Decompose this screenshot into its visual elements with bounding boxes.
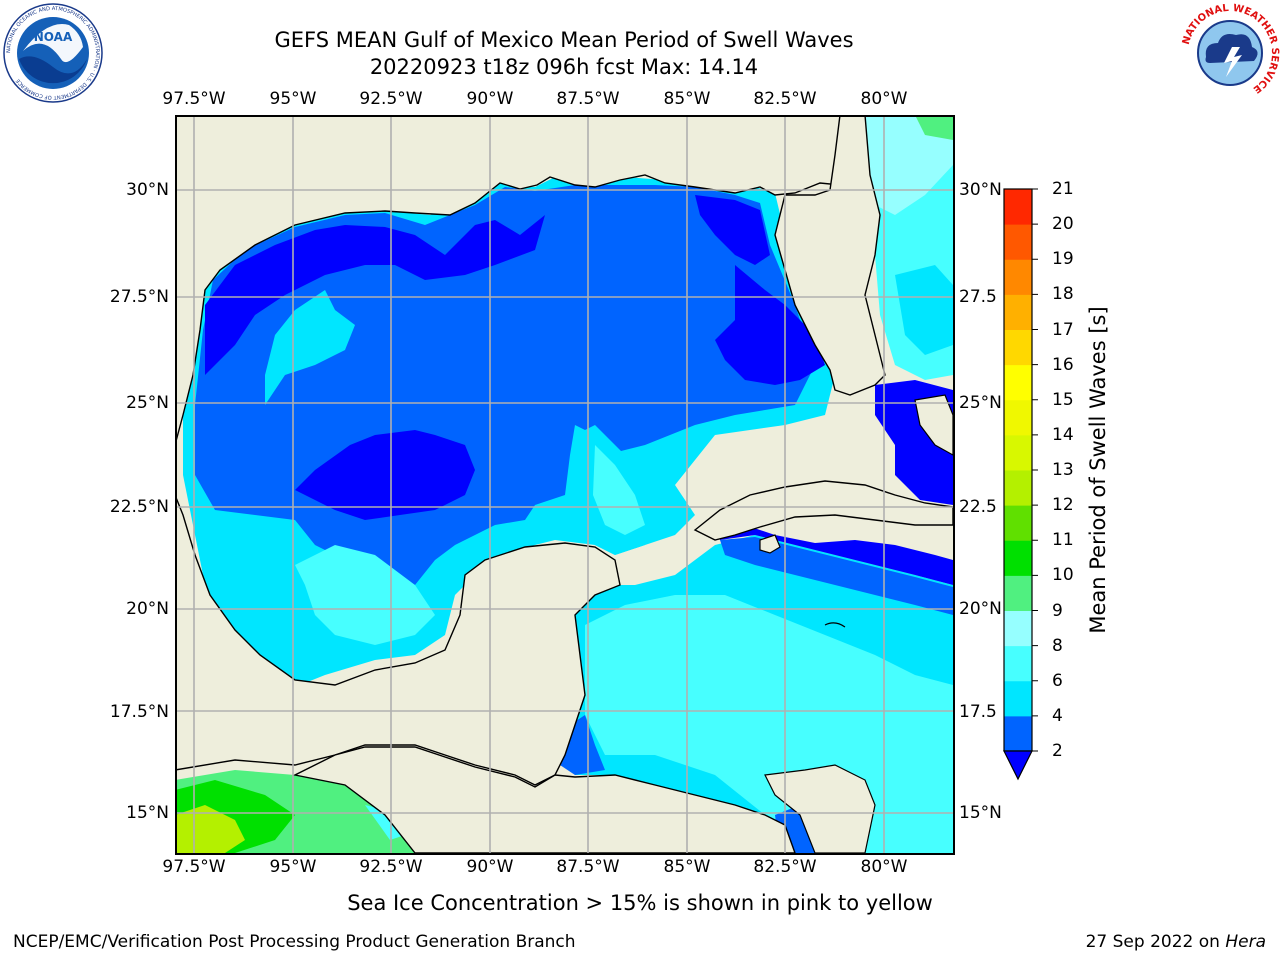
colorbar-under-triangle (1003, 750, 1033, 781)
lon-label-top: 85°W (663, 89, 711, 109)
colorbar (1003, 188, 1038, 781)
lon-label-bottom: 95°W (269, 857, 317, 877)
lon-label-top: 82.5°W (753, 89, 817, 109)
colorbar-tick-label: 19 (1052, 249, 1074, 270)
colorbar-tick-label: 21 (1052, 179, 1074, 199)
colorbar-tick-label: 14 (1052, 424, 1074, 445)
lon-label-bottom: 85°W (663, 857, 711, 877)
lat-label-left: 22.5°N (109, 497, 169, 517)
gulf-patch-cyan-west (265, 290, 355, 405)
nws-logo: NATIONAL WEATHER SERVICE (1181, 3, 1280, 102)
colorbar-cell (1004, 224, 1032, 260)
colorbar-cell (1004, 505, 1032, 541)
land-honduras-coast (764, 764, 876, 853)
map-grid (175, 115, 953, 853)
gulf-deepblue-ne (695, 195, 770, 265)
colorbar-tick-label: 9 (1052, 600, 1063, 621)
land-mexico (175, 494, 621, 786)
chart-subtitle: 20220923 t18z 096h fcst Max: 14.14 (369, 55, 759, 79)
lon-label-bottom: 80°W (860, 857, 908, 877)
colorbar-cell (1004, 329, 1032, 366)
land-isle-of-youth (759, 534, 781, 554)
lon-label-bottom: 97.5°W (162, 857, 226, 877)
colorbar-tick-label: 8 (1052, 635, 1063, 656)
colorbar-tick-label: 11 (1052, 530, 1074, 551)
colorbar-tick-label: 4 (1052, 705, 1063, 726)
colorbar-tick-label: 17 (1052, 319, 1074, 340)
colorbar-tick-label: 13 (1052, 460, 1074, 480)
colorbar-cell (1004, 434, 1032, 471)
caribbean-blue-band (720, 537, 953, 615)
lat-label-right: 15°N (959, 803, 1002, 823)
colorbar-tick-label: 20 (1052, 214, 1074, 235)
colorbar-cell (1004, 645, 1032, 682)
lon-label-top: 80°W (860, 89, 908, 109)
colorbar-tick-label: 6 (1052, 670, 1063, 691)
colorbar-tick-label: 18 (1052, 284, 1074, 305)
colorbar-tick-label: 16 (1052, 354, 1074, 375)
land-bahamas (914, 394, 953, 456)
credit-text: NCEP/EMC/Verification Post Processing Pr… (13, 932, 576, 952)
lon-label-top: 97.5°W (162, 89, 226, 109)
land-florida (774, 115, 886, 396)
gulf-deepblue-center (295, 430, 475, 520)
atlantic-patch-green (915, 115, 953, 140)
colorbar-cell (1004, 610, 1032, 647)
lon-label-bottom: 92.5°W (359, 857, 423, 877)
noaa-logo: NATIONAL OCEANIC AND ATMOSPHERIC ADMINIS… (3, 3, 103, 103)
lat-label-left: 17.5°N (109, 702, 169, 722)
land-jamaica-hint (824, 622, 846, 628)
lat-label-right: 30°N (959, 180, 1002, 200)
colorbar-title: Mean Period of Swell Waves [s] (1086, 306, 1110, 634)
lon-label-top: 92.5°W (359, 89, 423, 109)
colorbar-cell (1004, 364, 1032, 401)
colorbar-tick-label: 12 (1052, 495, 1074, 516)
colorbar-cell (1004, 259, 1032, 295)
gulf-deepblue-north (205, 215, 545, 375)
map-frame (175, 115, 955, 855)
land-central-america (292, 746, 796, 853)
colorbar-cell (1004, 680, 1032, 717)
gulf-patch-lightcyan-s (593, 445, 645, 535)
host-name: Hera (1225, 932, 1266, 952)
colorbar-cell (1004, 189, 1032, 225)
colorbar-cell (1004, 715, 1032, 752)
chart-title: GEFS MEAN Gulf of Mexico Mean Period of … (274, 28, 854, 52)
lat-label-left: 27.5°N (109, 287, 169, 307)
colorbar-cell (1004, 540, 1032, 576)
colorbar-tick-label: 10 (1052, 565, 1074, 586)
lat-label-right: 25°N (959, 393, 1002, 413)
lat-label-left: 25°N (126, 393, 169, 413)
lon-label-top: 90°W (466, 89, 514, 109)
land-north-coast (175, 115, 953, 446)
land-cuba (693, 480, 953, 541)
lon-label-top: 95°W (269, 89, 317, 109)
atlantic-patch-cyan (895, 265, 953, 355)
lon-label-bottom: 87.5°W (556, 857, 620, 877)
map-plot-area (175, 115, 953, 853)
colorbar-tick-label: 15 (1052, 389, 1074, 410)
lon-label-top: 87.5°W (556, 89, 620, 109)
lat-label-right: 17.5 (959, 702, 997, 722)
date-label: 27 Sep 2022 on (1085, 932, 1226, 952)
colorbar-cell (1004, 294, 1032, 330)
colorbar-cell (1004, 470, 1032, 506)
lat-label-right: 27.5 (959, 287, 997, 307)
colorbar-cell (1004, 399, 1032, 436)
noaa-logo-text: NOAA (34, 30, 73, 44)
lat-label-left: 30°N (126, 180, 169, 200)
lat-label-left: 15°N (126, 803, 169, 823)
lat-label-right: 22.5 (959, 497, 997, 517)
lat-label-right: 20°N (959, 599, 1002, 619)
gulf-patch-lightcyan-sw (295, 545, 435, 645)
colorbar-cell (1004, 575, 1032, 611)
lon-label-bottom: 82.5°W (753, 857, 817, 877)
lat-label-left: 20°N (126, 599, 169, 619)
pacific-field-yellowgreen (175, 805, 245, 853)
gulf-deepblue-east (715, 265, 825, 385)
colorbar-tick-label: 2 (1052, 741, 1063, 761)
sea-ice-note: Sea Ice Concentration > 15% is shown in … (347, 891, 933, 915)
date-text: 27 Sep 2022 on Hera (1086, 932, 1266, 952)
lon-label-bottom: 90°W (466, 857, 514, 877)
